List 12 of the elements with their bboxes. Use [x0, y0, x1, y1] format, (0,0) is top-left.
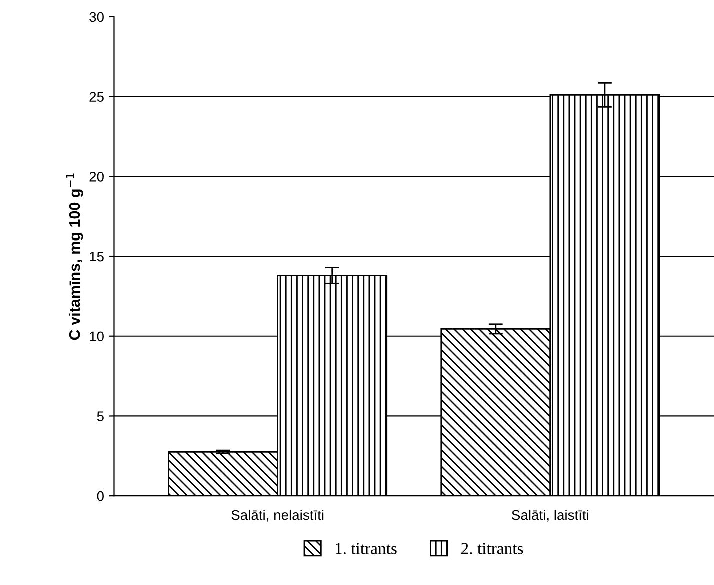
y-tick-label: 15 — [90, 252, 104, 262]
legend-label: 2. titrants — [462, 543, 524, 554]
x-tick-label: Salāti, nelaistīti — [232, 510, 324, 522]
y-tick-label: 0 — [97, 491, 104, 502]
legend-label: 1. titrants — [336, 543, 397, 554]
x-tick-label: Salāti, laistīti — [512, 510, 588, 522]
y-tick-label: 20 — [90, 172, 104, 182]
y-axis-title: C vitamīns, mg 100 g$^{−1}$ — [66, 174, 84, 340]
y-tick-label: 25 — [90, 92, 104, 102]
y-tick-label: 5 — [97, 412, 104, 422]
y-tick-label: 10 — [90, 332, 104, 342]
y-tick-label: 30 — [90, 12, 104, 22]
